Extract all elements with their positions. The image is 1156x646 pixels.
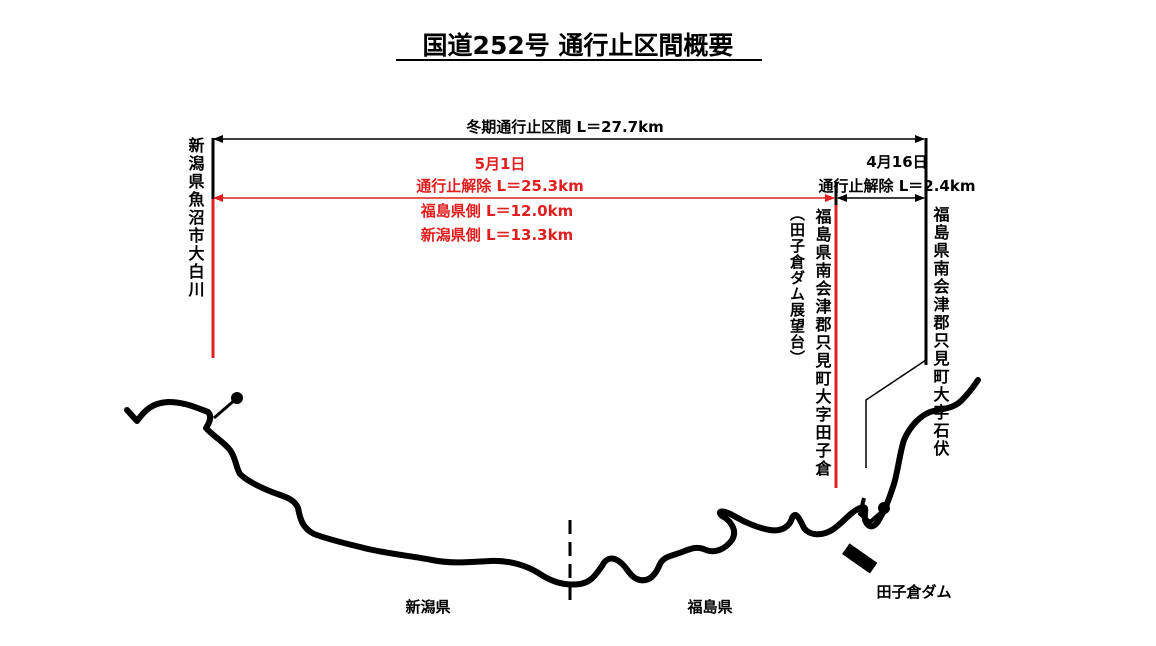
national-route-252-road (124, 377, 981, 588)
tagokura-dam-symbol (842, 543, 878, 574)
niigata-spur-endpoint (231, 392, 243, 404)
april-release-date: 4月16日 (866, 153, 927, 171)
tagokura-dam-label: 田子倉ダム (876, 583, 951, 601)
fukushima-tagokura-label: 福島県南会津郡只見町大字田子倉 (813, 207, 833, 478)
page-title: 国道252号 通行止区間概要 (423, 31, 734, 60)
tagokura-spur (858, 497, 886, 524)
niigata-prefecture-label: 新潟県 (405, 598, 450, 616)
fukushima-side-length: 福島県側 L＝12.0km (420, 202, 573, 220)
tagokura-spur-endpoint (878, 502, 890, 514)
may-release-date: 5月1日 (475, 155, 526, 173)
tagokura-viewpoint-label: （田子倉ダム展望台） (788, 206, 806, 366)
may-release-label: 通行止解除 L＝25.3km (416, 177, 583, 195)
ishibushi-leader-line (865, 359, 927, 468)
fukushima-ishibushi-label: 福島県南会津郡只見町大字石伏 (931, 205, 951, 458)
niigata-spur (213, 397, 237, 420)
winter-closure-label: 冬期通行止区間 L＝27.7km (466, 118, 663, 136)
niigata-side-length: 新潟県側 L＝13.3km (421, 226, 573, 244)
niigata-start-label: 新潟県魚沼市大白川 (186, 136, 206, 299)
april-release-label: 通行止解除 L＝2.4km (819, 177, 976, 195)
fukushima-prefecture-label: 福島県 (686, 598, 732, 616)
